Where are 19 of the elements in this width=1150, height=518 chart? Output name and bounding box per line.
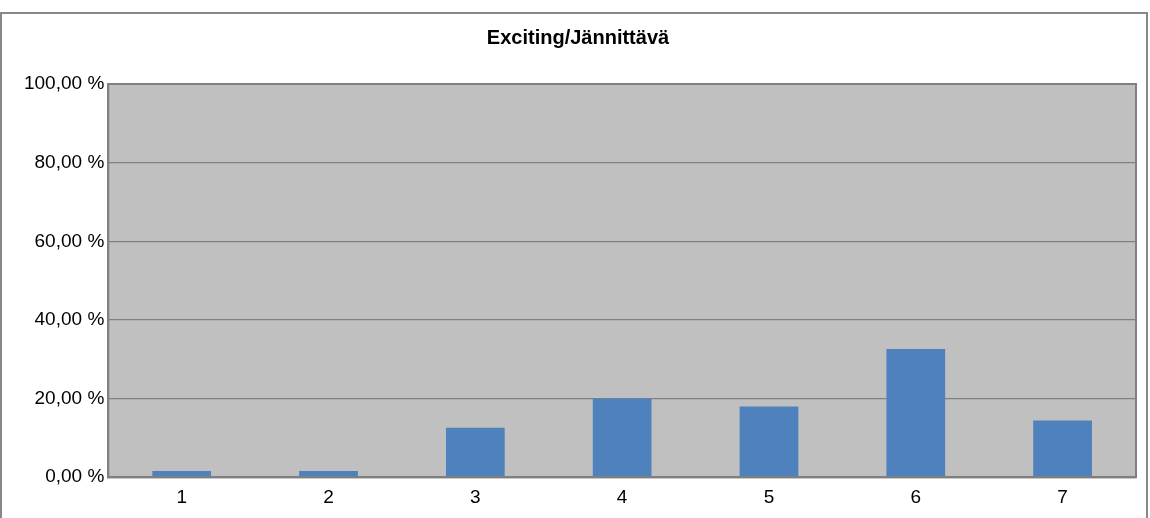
- x-tick-label: 7: [1057, 485, 1068, 507]
- x-tick-label: 3: [470, 485, 481, 507]
- y-tick-label: 40,00 %: [34, 308, 105, 330]
- x-tick-label: 1: [176, 485, 187, 507]
- y-tick-label: 0,00 %: [45, 465, 105, 487]
- x-tick-label: 6: [910, 485, 922, 507]
- chart-title: Exciting/Jännittävä: [486, 25, 671, 48]
- bar: [445, 427, 505, 477]
- bar: [739, 406, 799, 477]
- y-tick-label: 60,00 %: [34, 229, 105, 251]
- y-tick-label: 100,00 %: [23, 72, 105, 94]
- bar: [886, 349, 946, 477]
- x-tick-label: 2: [323, 485, 334, 507]
- x-tick-label: 4: [616, 485, 628, 507]
- bar: [592, 398, 652, 477]
- bar: [1033, 420, 1092, 477]
- y-tick-label: 80,00 %: [34, 150, 105, 172]
- x-tick-label: 5: [763, 485, 775, 507]
- y-tick-label: 20,00 %: [34, 386, 105, 408]
